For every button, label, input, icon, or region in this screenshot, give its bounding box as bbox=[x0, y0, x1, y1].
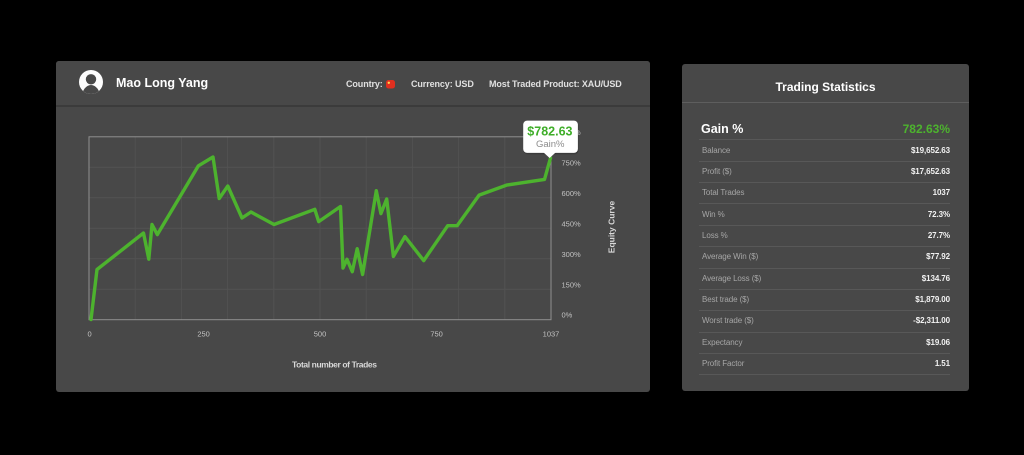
svg-text:Total number of Trades: Total number of Trades bbox=[292, 359, 377, 369]
svg-text:Equity Curve: Equity Curve bbox=[606, 201, 616, 254]
svg-text:250: 250 bbox=[197, 330, 210, 339]
svg-text:450%: 450% bbox=[562, 219, 582, 228]
svg-text:600%: 600% bbox=[562, 189, 582, 198]
svg-text:Gain%: Gain% bbox=[536, 139, 565, 150]
svg-text:750: 750 bbox=[430, 330, 443, 339]
svg-text:0: 0 bbox=[88, 330, 92, 339]
svg-text:150%: 150% bbox=[562, 280, 582, 289]
svg-text:300%: 300% bbox=[562, 250, 582, 259]
svg-text:750%: 750% bbox=[562, 159, 582, 168]
svg-text:500: 500 bbox=[314, 330, 327, 339]
svg-text:$782.63: $782.63 bbox=[527, 125, 572, 139]
svg-text:1037: 1037 bbox=[543, 330, 560, 339]
svg-text:0%: 0% bbox=[562, 311, 573, 320]
